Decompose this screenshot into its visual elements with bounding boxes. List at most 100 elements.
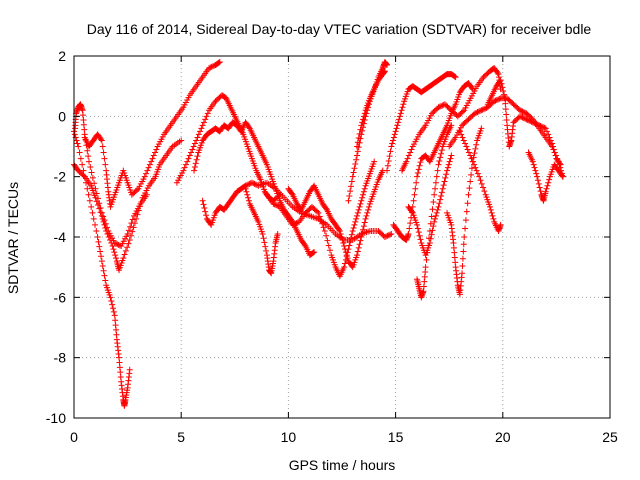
axis-ticks — [73, 55, 611, 419]
data-point — [208, 63, 215, 70]
data-point — [459, 270, 466, 277]
data-point — [124, 244, 131, 251]
data-point — [250, 180, 257, 187]
data-point — [342, 246, 349, 253]
data-point — [557, 161, 564, 168]
data-point — [441, 178, 448, 185]
data-point — [95, 195, 102, 202]
data-point — [349, 227, 356, 234]
data-point — [414, 225, 421, 232]
data-point — [143, 170, 150, 177]
data-point — [135, 207, 142, 214]
data-point — [357, 126, 364, 133]
data-point — [354, 209, 361, 216]
data-point — [468, 84, 475, 91]
series-arc8 — [242, 185, 281, 277]
data-point — [516, 113, 523, 120]
data-point — [558, 172, 565, 179]
data-point — [556, 160, 563, 167]
data-point — [390, 137, 397, 144]
data-point — [91, 180, 98, 187]
data-point — [383, 233, 390, 240]
data-point — [536, 184, 543, 191]
data-point — [354, 143, 361, 150]
data-point — [386, 153, 393, 160]
data-point — [320, 224, 327, 231]
data-point — [544, 182, 551, 189]
data-point — [546, 176, 553, 183]
data-point — [525, 117, 532, 124]
data-point — [110, 246, 117, 253]
data-point — [384, 167, 391, 174]
data-point — [71, 131, 78, 138]
data-point — [357, 200, 364, 207]
data-point — [243, 188, 250, 195]
data-point — [462, 140, 469, 147]
data-point — [361, 110, 368, 117]
data-point — [438, 189, 445, 196]
data-point — [243, 182, 250, 189]
data-point — [405, 152, 412, 159]
data-point — [462, 217, 469, 224]
data-point — [271, 201, 278, 208]
data-point — [352, 160, 359, 167]
data-point — [341, 243, 348, 250]
data-point — [75, 143, 82, 150]
data-point — [434, 167, 441, 174]
data-point — [199, 122, 206, 129]
data-point — [263, 247, 270, 254]
data-point — [188, 149, 195, 156]
data-point — [197, 128, 204, 135]
data-point — [532, 120, 539, 127]
data-point — [429, 227, 436, 234]
data-point — [351, 221, 358, 228]
data-point — [473, 109, 480, 116]
data-point — [354, 148, 361, 155]
data-point — [432, 215, 439, 222]
data-point — [501, 95, 508, 102]
data-point — [325, 242, 332, 249]
data-point — [408, 146, 415, 153]
data-point — [100, 149, 107, 156]
data-point — [458, 131, 465, 138]
data-point — [496, 95, 503, 102]
series-arc7 — [199, 179, 395, 244]
data-point — [416, 232, 423, 239]
data-point — [474, 170, 481, 177]
data-point — [393, 125, 400, 132]
data-point — [411, 191, 418, 198]
data-point — [495, 96, 502, 103]
data-point — [541, 124, 548, 131]
data-point — [430, 223, 437, 230]
data-point — [426, 240, 433, 247]
data-point — [125, 227, 132, 234]
data-point — [361, 219, 368, 226]
data-point — [201, 205, 208, 212]
data-point — [203, 113, 210, 120]
data-point — [522, 115, 529, 122]
data-point — [326, 247, 333, 254]
data-point — [292, 220, 299, 227]
data-point — [403, 158, 410, 165]
data-point — [494, 69, 501, 76]
series-arc12 — [354, 68, 388, 150]
data-point — [527, 118, 534, 125]
data-point — [415, 166, 422, 173]
data-point — [191, 164, 198, 171]
y-tick-label: -8 — [54, 350, 67, 366]
data-point — [364, 209, 371, 216]
data-point — [546, 134, 553, 141]
data-point — [384, 62, 391, 69]
data-point — [293, 220, 300, 227]
data-point — [523, 116, 530, 123]
data-point — [248, 179, 255, 186]
data-point — [121, 251, 128, 258]
data-point — [371, 158, 378, 165]
data-point — [101, 155, 108, 162]
data-point — [440, 182, 447, 189]
data-point — [439, 185, 446, 192]
series-arc10 — [285, 167, 386, 271]
data-point — [529, 119, 536, 126]
data-point — [417, 236, 424, 243]
data-point — [100, 218, 107, 225]
